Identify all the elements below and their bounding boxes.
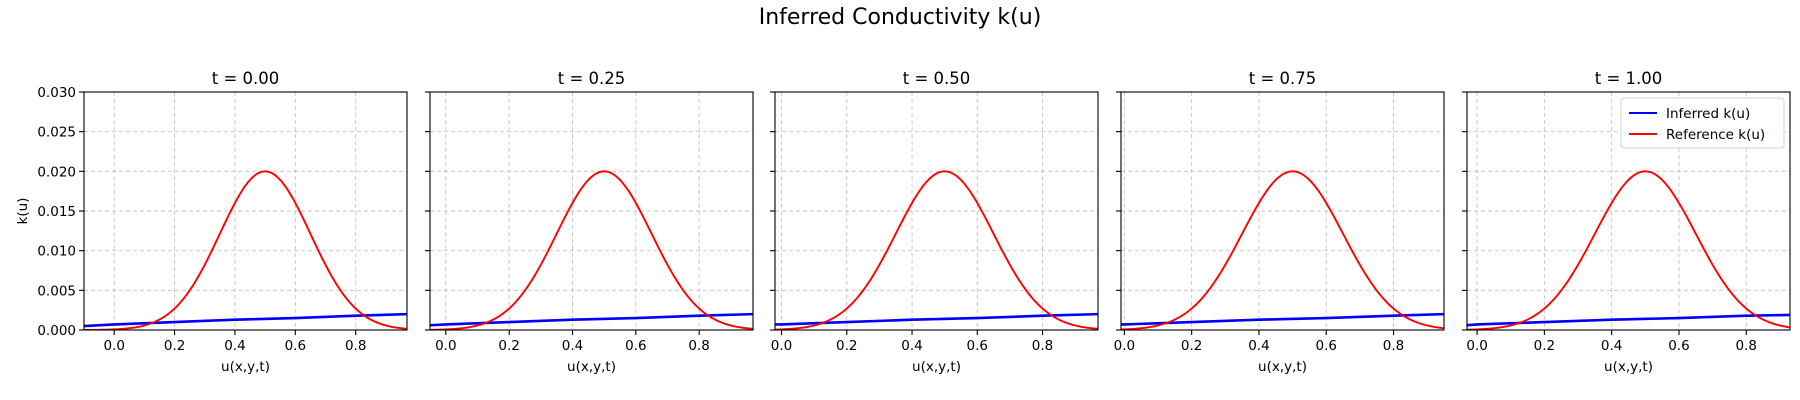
series-group <box>430 170 753 330</box>
x-tick-label: 0.8 <box>688 338 709 354</box>
inferred-line <box>775 312 1098 326</box>
grid <box>775 91 1098 331</box>
legend: Inferred k(u) Reference k(u) <box>1620 97 1785 149</box>
x-tick-label: 0.8 <box>345 338 366 354</box>
y-tick-label: 0.030 <box>37 85 76 101</box>
x-tick-label: 0.0 <box>1466 338 1487 354</box>
x-tick-label: 0.2 <box>1534 338 1555 354</box>
subplot-title: t = 1.00 <box>1595 69 1663 88</box>
series-group <box>775 170 1098 330</box>
figure-title: Inferred Conductivity k(u) <box>759 5 1042 30</box>
series-group <box>84 170 407 330</box>
x-tick-label: 0.0 <box>435 338 456 354</box>
y-axis-label: k(u) <box>15 198 31 225</box>
legend-box <box>1620 97 1785 149</box>
x-tick-label: 0.4 <box>562 338 583 354</box>
subplot-3: 0.0 0.2 0.4 0.6 0.8 t = 0.50 u(x,y,t) <box>770 69 1099 375</box>
x-tick-label: 0.8 <box>1383 338 1404 354</box>
y-tick-label: 0.020 <box>37 164 76 180</box>
legend-label: Reference k(u) <box>1666 127 1765 143</box>
x-tick-label: 0.2 <box>164 338 185 354</box>
grid <box>430 91 753 331</box>
reference-line <box>775 170 1098 330</box>
subplot-1: 0.0 0.2 0.4 0.6 0.8 0.000 0.005 0.010 0.015 0.020… <box>15 69 408 375</box>
x-tick-label: 0.0 <box>103 338 124 354</box>
x-tick-label: 0.6 <box>285 338 306 354</box>
reference-line <box>1467 170 1790 330</box>
subplot-2: 0.0 0.2 0.4 0.6 0.8 t = 0.25 u(x,y,t) <box>425 69 754 375</box>
inferred-line <box>1467 313 1790 327</box>
x-tick-label: 0.0 <box>771 338 792 354</box>
inferred-line <box>1121 312 1444 326</box>
reference-line <box>1121 170 1444 330</box>
subplot-title: t = 0.75 <box>1249 69 1317 88</box>
x-tick-label: 0.6 <box>625 338 646 354</box>
inferred-line <box>430 312 753 327</box>
subplot-5: 0.0 0.2 0.4 0.6 0.8 t = 1.00 u(x,y,t) Inferred … <box>1462 69 1791 375</box>
x-tick-label: 0.6 <box>1315 338 1336 354</box>
inferred-line <box>84 312 407 328</box>
x-axis-label: u(x,y,t) <box>1258 359 1307 375</box>
reference-line <box>84 170 407 330</box>
series-group <box>1467 170 1790 330</box>
y-tick-label: 0.000 <box>37 323 76 339</box>
x-tick-label: 0.4 <box>1248 338 1269 354</box>
reference-line <box>430 170 753 330</box>
x-tick-label: 0.8 <box>1032 338 1053 354</box>
x-tick-label: 0.4 <box>224 338 245 354</box>
grid <box>84 91 407 331</box>
x-tick-label: 0.2 <box>498 338 519 354</box>
x-tick-label: 0.2 <box>836 338 857 354</box>
x-tick-label: 0.8 <box>1736 338 1757 354</box>
subplot-4: 0.0 0.2 0.4 0.6 0.8 t = 0.75 u(x,y,t) <box>1114 69 1445 375</box>
x-axis-label: u(x,y,t) <box>221 359 270 375</box>
x-tick-label: 0.4 <box>901 338 922 354</box>
subplot-title: t = 0.50 <box>903 69 971 88</box>
x-axis-label: u(x,y,t) <box>912 359 961 375</box>
x-tick-label: 0.0 <box>1114 338 1135 354</box>
series-group <box>1121 170 1444 330</box>
x-axis-label: u(x,y,t) <box>1604 359 1653 375</box>
x-axis-label: u(x,y,t) <box>567 359 616 375</box>
x-tick-label: 0.2 <box>1181 338 1202 354</box>
grid <box>1121 91 1444 331</box>
x-tick-label: 0.4 <box>1601 338 1622 354</box>
x-tick-label: 0.6 <box>967 338 988 354</box>
subplots: 0.0 0.2 0.4 0.6 0.8 0.000 0.005 0.010 0.015 0.020… <box>15 69 1791 375</box>
x-tick-label: 0.6 <box>1668 338 1689 354</box>
subplot-title: t = 0.00 <box>212 69 280 88</box>
legend-label: Inferred k(u) <box>1666 106 1750 122</box>
y-tick-label: 0.010 <box>37 244 76 260</box>
y-tick-label: 0.015 <box>37 204 76 220</box>
y-tick-label: 0.005 <box>37 283 76 299</box>
subplot-title: t = 0.25 <box>558 69 626 88</box>
y-tick-label: 0.025 <box>37 125 76 141</box>
